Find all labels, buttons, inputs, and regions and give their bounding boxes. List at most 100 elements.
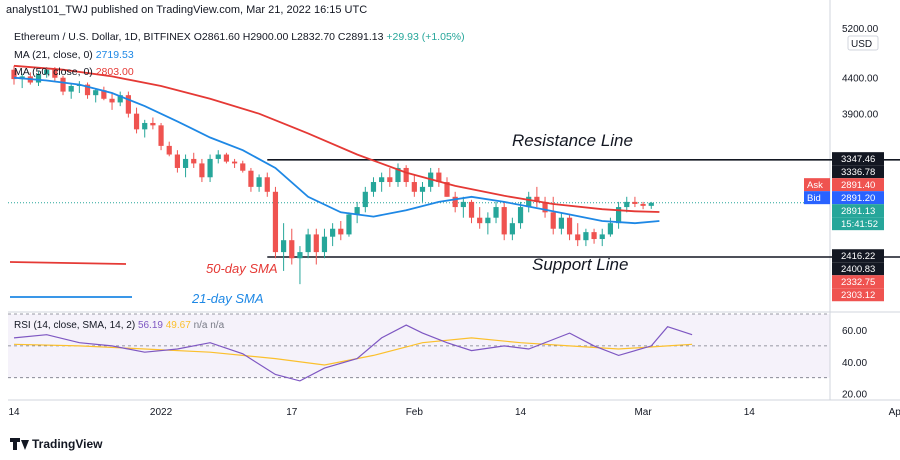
price-badge: Bid 2891.20 [804, 191, 884, 205]
candle [526, 191, 532, 213]
candle-body [191, 158, 197, 164]
candle [346, 212, 352, 237]
candle [256, 174, 262, 192]
support-annotation: Support Line [532, 255, 628, 274]
candle [289, 228, 295, 265]
candle-body [517, 207, 524, 224]
ma50-line [13, 64, 660, 213]
time-tick-label: 2022 [150, 407, 173, 418]
price-badge: 2303.12 [832, 288, 884, 302]
candle-body [35, 74, 42, 83]
candle-body [158, 125, 164, 146]
footer-brand[interactable]: TradingView [10, 437, 102, 451]
badge-box [832, 204, 884, 218]
candle [297, 246, 303, 285]
candle-body [534, 196, 540, 202]
candle [566, 214, 573, 241]
candle-body [526, 196, 532, 208]
price-badge: 2891.13 [832, 204, 884, 218]
legend-rsi-sma-value: 49.67 [166, 320, 194, 331]
candle-body [281, 240, 287, 253]
candle [591, 228, 597, 244]
candle-body [346, 214, 352, 235]
candle-body [313, 234, 319, 253]
rsi-pane [8, 314, 830, 400]
badge-prefix-box [804, 178, 830, 192]
candle-body [68, 85, 74, 92]
candle [199, 158, 205, 183]
candle [648, 201, 654, 209]
candle [640, 201, 646, 210]
price-badge: 3336.78 [832, 165, 884, 179]
candle-body [264, 177, 270, 192]
legend-rsi-value: 56.19 [138, 320, 166, 331]
tradingview-logo-icon [10, 438, 29, 450]
resistance-annotation: Resistance Line [512, 131, 633, 150]
price-badge: 2400.83 [832, 262, 884, 276]
candle-body [452, 196, 458, 208]
price-tick-label: 5200.00 [842, 24, 879, 35]
candle-body [256, 177, 262, 187]
legend-ma50-value: 2803.00 [96, 66, 134, 78]
candle-body [607, 223, 614, 235]
badge-box [832, 217, 884, 231]
candle-body [444, 182, 450, 197]
candle-body [599, 234, 605, 240]
badge-label: 2891.40 [841, 180, 875, 191]
candle [84, 82, 91, 99]
time-tick-label: 14 [515, 407, 527, 418]
badge-label: 2303.12 [841, 290, 875, 301]
candle [207, 154, 213, 183]
candle-body [133, 113, 140, 130]
candle [550, 196, 556, 235]
badge-label: 2891.20 [841, 193, 875, 204]
legend-ohlc: Ethereum / U.S. Dollar, 1D, BITFINEX O28… [14, 31, 465, 43]
candle-body [387, 177, 393, 183]
candle-body [468, 201, 475, 218]
candle-body [648, 202, 654, 206]
badge-box [832, 288, 884, 302]
candle-body [142, 122, 148, 130]
candle-body [52, 69, 58, 78]
candle [387, 167, 393, 187]
price-badge: 2332.75 [832, 275, 884, 289]
candle-body [542, 201, 548, 213]
candle-body [84, 84, 91, 96]
sma50-legend-line [9, 261, 127, 265]
candle [632, 196, 638, 208]
price-badge: 15:41:52 [832, 217, 884, 231]
candle-body [297, 252, 303, 259]
badge-prefix-label: Ask [807, 180, 823, 191]
candle [419, 182, 426, 202]
candle [264, 172, 270, 197]
price-badge: Ask 2891.40 [804, 178, 884, 192]
candle [158, 122, 164, 151]
candle [76, 81, 82, 94]
candle [11, 65, 17, 85]
candle [231, 158, 238, 168]
candle [534, 186, 540, 208]
candle [615, 201, 622, 229]
badge-box [832, 165, 884, 179]
candle [460, 196, 466, 218]
rsi-tick-label: 60.00 [842, 326, 867, 337]
candle [468, 199, 475, 224]
badge-label: 15:41:52 [841, 219, 878, 230]
candle-body [199, 163, 205, 178]
candle [142, 119, 148, 138]
candle-body [501, 207, 507, 235]
legend-ma21: MA (21, close, 0) 2719.53 [14, 49, 134, 61]
candle-body [403, 167, 409, 183]
candle [248, 167, 254, 192]
candle [452, 191, 458, 213]
rsi-sma-line [13, 337, 693, 366]
candle [60, 75, 66, 96]
candle [542, 196, 548, 218]
candle-body [60, 77, 66, 92]
sma21-annotation: 21-day SMA [191, 291, 264, 306]
footer-brand-label: TradingView [32, 437, 103, 451]
candle [125, 91, 131, 118]
candle-body [223, 154, 230, 162]
candle [517, 201, 524, 229]
